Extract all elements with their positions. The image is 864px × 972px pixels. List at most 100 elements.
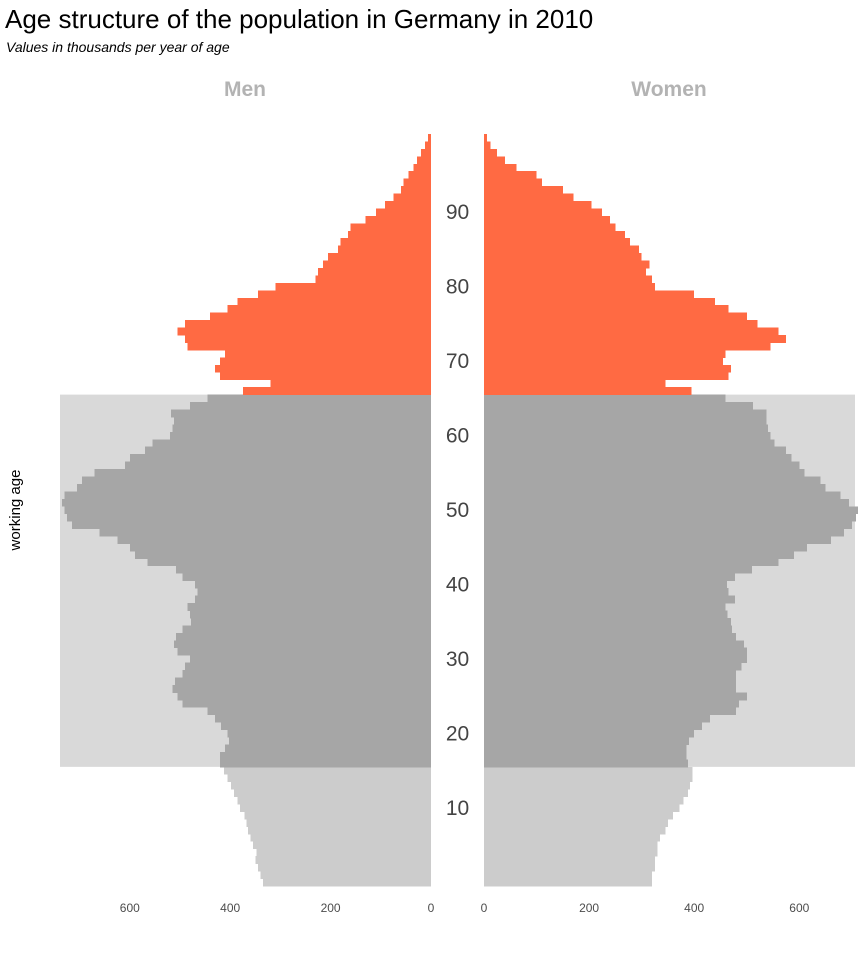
bar-men-age-2 — [257, 863, 431, 872]
bar-men-age-92 — [393, 193, 431, 202]
bar-women-age-37 — [484, 603, 726, 611]
bar-men-age-23 — [207, 707, 431, 716]
bar-women-age-36 — [484, 610, 728, 619]
bar-men-age-20 — [227, 729, 431, 738]
bar-men-age-49 — [67, 513, 432, 522]
bar-men-age-35 — [191, 617, 431, 626]
bar-women-age-27 — [484, 677, 737, 686]
men-x-tick-400: 400 — [220, 901, 240, 915]
bar-men-age-13 — [231, 781, 431, 790]
bar-men-age-45 — [129, 543, 432, 552]
bar-women-age-24 — [484, 699, 739, 708]
bar-women-age-72 — [484, 342, 771, 351]
bar-women-age-71 — [484, 349, 726, 358]
bar-women-age-63 — [484, 409, 767, 418]
men-bars — [62, 134, 432, 887]
bar-men-age-50 — [64, 506, 431, 515]
bar-women-age-42 — [484, 565, 753, 574]
bar-women-age-75 — [484, 320, 758, 328]
bar-women-age-68 — [484, 372, 729, 381]
bar-men-age-36 — [190, 610, 431, 619]
bar-men-age-3 — [255, 856, 431, 865]
bar-women-age-91 — [484, 201, 592, 209]
bar-women-age-55 — [484, 469, 805, 477]
bar-women-age-76 — [484, 312, 747, 321]
bar-men-age-47 — [99, 528, 432, 537]
bar-men-age-1 — [260, 871, 431, 879]
bar-women-age-22 — [484, 714, 710, 723]
bar-women-age-17 — [484, 751, 687, 760]
bar-men-age-33 — [175, 632, 431, 641]
bar-women-age-59 — [484, 439, 775, 448]
bar-men-age-25 — [177, 692, 431, 701]
bar-men-age-46 — [117, 536, 431, 544]
bar-women-age-77 — [484, 305, 729, 314]
bar-men-age-88 — [350, 223, 431, 232]
bar-women-age-4 — [484, 848, 658, 857]
bar-women-age-46 — [484, 536, 831, 544]
bar-men-age-32 — [173, 640, 431, 649]
bar-men-age-24 — [182, 699, 431, 708]
bar-women-age-45 — [484, 543, 808, 552]
bar-women-age-39 — [484, 588, 729, 597]
bar-men-age-11 — [237, 796, 431, 805]
bar-men-age-9 — [244, 811, 431, 820]
bar-women-age-44 — [484, 550, 795, 559]
bar-men-age-14 — [227, 774, 431, 783]
working-age-label: working age — [7, 470, 24, 552]
bar-women-age-95 — [484, 171, 537, 180]
bar-women-age-86 — [484, 238, 631, 247]
bar-men-age-80 — [275, 282, 431, 291]
bar-women-age-56 — [484, 461, 800, 470]
bar-men-age-29 — [185, 662, 431, 671]
bar-women-age-97 — [484, 156, 506, 165]
bar-women-age-34 — [484, 625, 733, 634]
bar-men-age-5 — [252, 841, 431, 850]
bar-men-age-16 — [220, 759, 431, 768]
bar-women-age-15 — [484, 766, 693, 775]
bar-women-age-84 — [484, 253, 642, 261]
bar-women-age-9 — [484, 811, 674, 820]
bar-men-age-30 — [190, 655, 431, 664]
bar-men-age-17 — [220, 751, 431, 760]
bar-women-age-7 — [484, 826, 666, 835]
bar-women-age-69 — [484, 364, 731, 373]
bar-men-age-99 — [424, 141, 431, 150]
bar-women-age-53 — [484, 483, 826, 492]
bar-women-age-49 — [484, 513, 857, 522]
bar-women-age-100 — [484, 134, 488, 142]
bar-men-age-76 — [210, 312, 431, 321]
bar-men-age-71 — [225, 349, 431, 358]
bar-men-age-96 — [413, 163, 431, 172]
bar-men-age-90 — [375, 208, 431, 217]
bar-women-age-30 — [484, 655, 747, 664]
bar-men-age-73 — [185, 335, 431, 343]
bar-men-age-51 — [62, 498, 431, 507]
bar-women-age-3 — [484, 856, 655, 865]
bar-men-age-21 — [221, 722, 431, 731]
bar-women-age-93 — [484, 186, 563, 194]
bar-men-age-22 — [215, 714, 431, 723]
bar-men-age-69 — [215, 364, 431, 373]
bar-women-age-5 — [484, 841, 658, 850]
bar-women-age-19 — [484, 737, 689, 745]
bar-men-age-55 — [94, 469, 431, 477]
bar-women-age-81 — [484, 275, 653, 284]
bar-women-age-79 — [484, 290, 695, 299]
bar-men-age-56 — [124, 461, 431, 470]
bar-men-age-31 — [177, 647, 431, 656]
bar-men-age-27 — [174, 677, 432, 686]
bar-men-age-72 — [187, 342, 431, 351]
bar-women-age-16 — [484, 759, 688, 768]
bar-men-age-59 — [152, 439, 431, 448]
women-x-axis-ticks: 0 200 400 600 — [481, 901, 810, 915]
bar-women-age-80 — [484, 282, 655, 291]
bar-men-age-70 — [220, 357, 431, 366]
bar-women-age-85 — [484, 245, 640, 254]
bar-women-age-0 — [484, 878, 653, 887]
bar-women-age-92 — [484, 193, 574, 202]
bar-men-age-57 — [129, 454, 432, 463]
bar-men-age-42 — [175, 565, 431, 574]
bar-women-age-74 — [484, 327, 779, 336]
bar-women-age-25 — [484, 692, 747, 701]
